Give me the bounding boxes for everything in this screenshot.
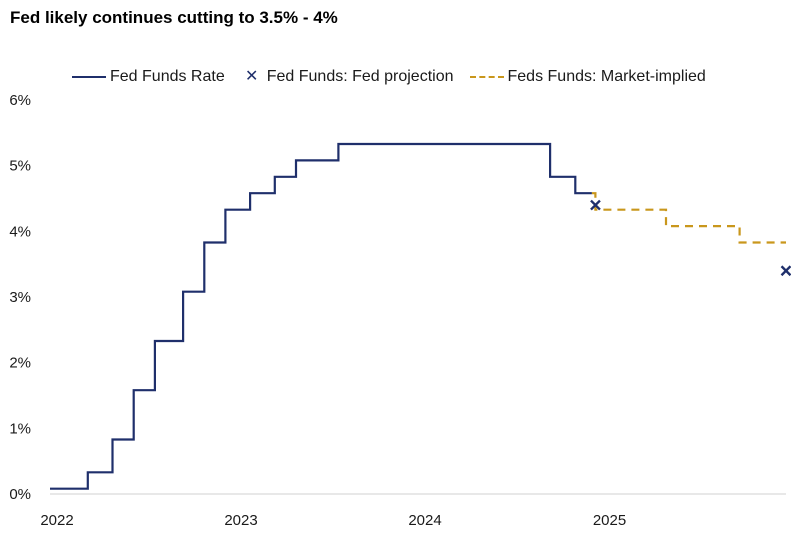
x-tick-label: 2023	[224, 512, 257, 529]
legend-x-marker-icon: ✕	[245, 68, 259, 85]
legend-item-fed-funds-rate: Fed Funds Rate	[72, 68, 225, 86]
chart-legend: Fed Funds Rate ✕ Fed Funds: Fed projecti…	[72, 66, 722, 88]
legend-item-market-implied: Feds Funds: Market-implied	[469, 68, 706, 86]
legend-label-fed-projection: Fed Funds: Fed projection	[266, 68, 454, 85]
y-tick-label: 5%	[9, 158, 31, 175]
legend-label-market-implied: Feds Funds: Market-implied	[507, 68, 706, 85]
legend-dashed-line-icon	[469, 68, 504, 86]
y-tick-label: 2%	[9, 355, 31, 372]
legend-item-fed-projection: ✕ Fed Funds: Fed projection	[241, 68, 454, 86]
projection-x-marker	[780, 265, 791, 277]
y-tick-label: 0%	[9, 486, 31, 503]
series-line-market-implied	[591, 192, 786, 244]
y-tick-label: 4%	[9, 223, 31, 240]
projection-x-marker	[590, 199, 601, 211]
y-tick-label: 6%	[9, 92, 31, 109]
x-tick-label: 2025	[593, 512, 626, 529]
y-tick-label: 1%	[9, 420, 31, 437]
legend-solid-line-icon	[72, 68, 106, 86]
legend-label-fed-funds-rate: Fed Funds Rate	[110, 68, 225, 85]
x-tick-label: 2022	[40, 512, 73, 529]
x-marker-icon	[780, 265, 791, 277]
y-tick-label: 3%	[9, 289, 31, 306]
series-line-fed-funds-rate	[50, 142, 592, 490]
x-marker-icon	[590, 199, 601, 211]
chart-title: Fed likely continues cutting to 3.5% - 4…	[10, 8, 338, 27]
x-tick-label: 2024	[408, 512, 441, 529]
